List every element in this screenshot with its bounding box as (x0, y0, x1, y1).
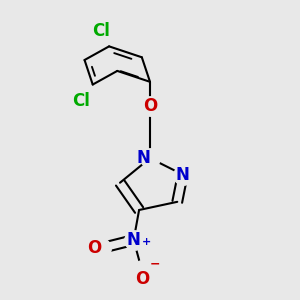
Text: −: − (150, 257, 160, 270)
Text: N: N (136, 149, 150, 167)
Text: +: + (142, 237, 151, 247)
Text: O: O (135, 270, 149, 288)
Text: Cl: Cl (72, 92, 90, 110)
Text: N: N (176, 166, 190, 184)
Text: O: O (87, 239, 101, 257)
Text: Cl: Cl (92, 22, 110, 40)
Text: O: O (143, 98, 157, 116)
Text: N: N (127, 231, 141, 249)
